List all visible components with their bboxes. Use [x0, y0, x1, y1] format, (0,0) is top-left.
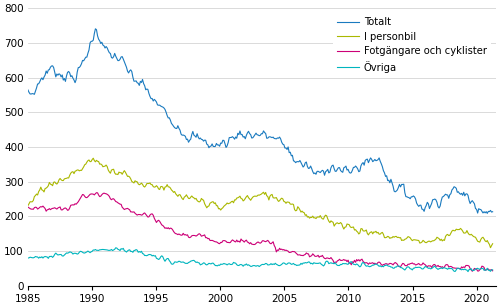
I personbil [90, 156, 96, 160]
Totalt [490, 210, 496, 213]
Övriga [132, 249, 138, 252]
Totalt [294, 160, 300, 164]
Övriga [25, 256, 31, 260]
Övriga [54, 252, 60, 256]
I personbil [310, 214, 316, 218]
Fotgängare och cyklister [470, 270, 476, 273]
Totalt [25, 88, 31, 92]
I personbil [132, 179, 138, 183]
Fotgängare och cyklister [198, 233, 203, 236]
Legend: Totalt, I personbil, Fotgängare och cyklister, Övriga: Totalt, I personbil, Fotgängare och cykl… [333, 13, 491, 77]
Fotgängare och cyklister [294, 252, 300, 255]
Line: Fotgängare och cyklister: Fotgängare och cyklister [28, 193, 492, 271]
Totalt [480, 211, 486, 215]
I personbil [490, 242, 496, 245]
Fotgängare och cyklister [310, 252, 316, 256]
Totalt [484, 212, 490, 215]
Totalt [132, 79, 138, 83]
Totalt [54, 72, 60, 76]
Övriga [198, 263, 203, 267]
Fotgängare och cyklister [481, 265, 487, 269]
I personbil [294, 209, 300, 212]
Line: Övriga: Övriga [28, 248, 492, 272]
Totalt [310, 170, 316, 173]
Totalt [92, 27, 98, 31]
Fotgängare och cyklister [25, 205, 31, 209]
Fotgängare och cyklister [94, 191, 100, 195]
Fotgängare och cyklister [132, 211, 138, 215]
I personbil [480, 235, 486, 239]
I personbil [488, 246, 494, 249]
Övriga [481, 269, 487, 272]
Line: I personbil: I personbil [28, 158, 492, 248]
Övriga [490, 268, 496, 272]
Övriga [465, 270, 471, 274]
Line: Totalt: Totalt [28, 29, 492, 213]
Övriga [294, 264, 300, 267]
Övriga [310, 262, 316, 266]
Totalt [198, 136, 203, 140]
I personbil [54, 182, 60, 186]
I personbil [25, 204, 31, 207]
I personbil [198, 199, 203, 203]
Fotgängare och cyklister [54, 207, 60, 211]
Övriga [113, 246, 119, 249]
Fotgängare och cyklister [490, 269, 496, 273]
